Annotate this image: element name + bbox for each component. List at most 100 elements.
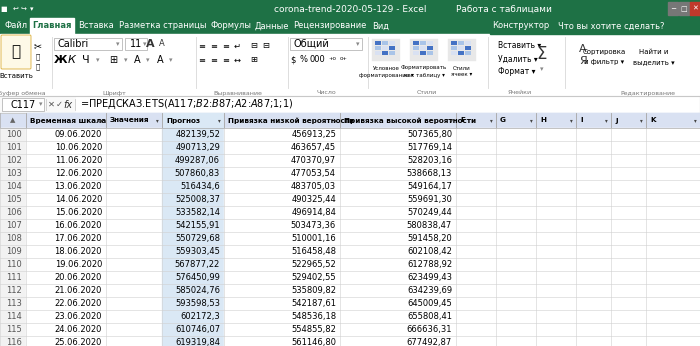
Bar [679, 2, 689, 15]
Bar [162, 297, 224, 310]
Bar [340, 113, 456, 128]
Text: ■: ■ [1, 6, 7, 12]
Bar [224, 154, 340, 167]
Text: Прогноз: Прогноз [166, 118, 200, 124]
Bar [576, 232, 611, 245]
Text: Вставить: Вставить [0, 73, 33, 79]
Text: 101: 101 [6, 143, 22, 152]
Text: 483705,03: 483705,03 [291, 182, 336, 191]
Text: 593598,53: 593598,53 [175, 299, 220, 308]
Text: ↩: ↩ [13, 6, 19, 12]
Bar [456, 310, 496, 323]
Bar [496, 128, 536, 141]
Text: 108: 108 [6, 234, 22, 243]
Text: ▲: ▲ [10, 118, 15, 124]
Bar [162, 206, 224, 219]
Bar [576, 180, 611, 193]
Bar [106, 128, 162, 141]
Text: 000: 000 [310, 55, 326, 64]
Bar [496, 193, 536, 206]
Text: ⁰⁺: ⁰⁺ [340, 55, 348, 64]
Bar [456, 297, 496, 310]
Bar [536, 323, 576, 336]
Bar [496, 323, 536, 336]
Bar [456, 180, 496, 193]
Bar [536, 297, 576, 310]
Bar [106, 219, 162, 232]
Bar [496, 232, 536, 245]
Bar [224, 271, 340, 284]
Bar [375, 41, 381, 45]
Bar [26, 232, 106, 245]
Text: 103: 103 [6, 169, 22, 178]
Text: 490325,44: 490325,44 [291, 195, 336, 204]
Bar [106, 193, 162, 206]
Text: ▾: ▾ [39, 101, 43, 108]
Text: ▾: ▾ [449, 118, 452, 123]
Text: 522965,52: 522965,52 [291, 260, 336, 269]
Text: 591458,20: 591458,20 [407, 234, 452, 243]
Bar [576, 219, 611, 232]
Bar [0, 219, 26, 232]
Bar [0, 258, 26, 271]
Bar [0, 167, 700, 180]
Bar [106, 336, 162, 346]
Bar [427, 41, 433, 45]
Bar [458, 46, 464, 50]
Bar [410, 39, 438, 61]
Text: 11.06.2020: 11.06.2020 [55, 156, 102, 165]
Bar [0, 180, 26, 193]
Text: ▾: ▾ [356, 41, 360, 47]
Bar [340, 180, 456, 193]
Bar [611, 141, 646, 154]
Bar [340, 206, 456, 219]
Text: ▾: ▾ [124, 57, 127, 63]
Bar [456, 206, 496, 219]
Text: 510001,16: 510001,16 [291, 234, 336, 243]
Bar [496, 167, 536, 180]
Bar [26, 323, 106, 336]
Text: 612788,92: 612788,92 [407, 260, 452, 269]
Text: как таблицу ▾: как таблицу ▾ [404, 73, 444, 78]
Text: Ячейки: Ячейки [508, 91, 532, 95]
Bar [0, 297, 26, 310]
Bar [106, 310, 162, 323]
Bar [162, 323, 224, 336]
Text: 561146,80: 561146,80 [291, 338, 336, 346]
Text: A: A [579, 44, 587, 54]
Bar [451, 51, 457, 55]
Text: форматирование ▾: форматирование ▾ [358, 73, 414, 78]
Text: 116: 116 [6, 338, 22, 346]
Text: Разметка страницы: Разметка страницы [120, 21, 207, 30]
Text: Временная шкала: Временная шкала [30, 118, 106, 124]
Text: Число: Число [316, 91, 336, 95]
Text: 📄: 📄 [36, 64, 40, 70]
Bar [0, 245, 700, 258]
Text: Конструктор: Конструктор [492, 21, 549, 30]
Bar [0, 219, 700, 232]
Bar [536, 258, 576, 271]
Bar [0, 271, 26, 284]
Bar [340, 193, 456, 206]
Bar [162, 219, 224, 232]
Text: Ж: Ж [54, 55, 67, 65]
Bar [456, 141, 496, 154]
Bar [611, 284, 646, 297]
Bar [0, 154, 700, 167]
Text: A: A [159, 39, 165, 48]
Bar [106, 154, 162, 167]
Bar [0, 0, 700, 18]
Bar [389, 41, 395, 45]
Bar [456, 271, 496, 284]
Bar [576, 271, 611, 284]
Bar [106, 206, 162, 219]
Text: G: G [500, 118, 506, 124]
Bar [576, 258, 611, 271]
Text: ⊞: ⊞ [250, 55, 257, 64]
Bar [162, 128, 224, 141]
Bar [646, 336, 700, 346]
Text: 634239,69: 634239,69 [407, 286, 452, 295]
Bar [458, 41, 464, 45]
Text: Рецензирование: Рецензирование [293, 21, 367, 30]
Bar [0, 180, 700, 193]
